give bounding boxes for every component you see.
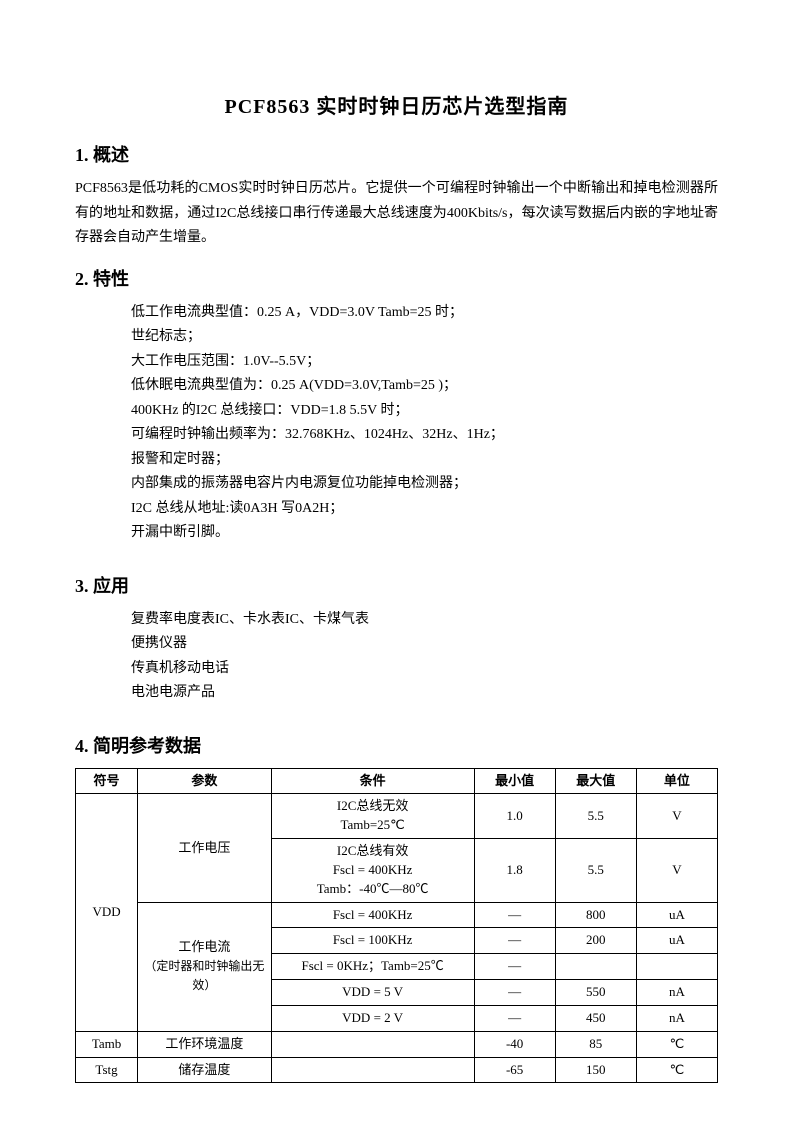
cell-symbol: Tstg: [76, 1057, 138, 1083]
features-list: 低工作电流典型值：0.25 A，VDD=3.0V Tamb=25 时；世纪标志；…: [75, 301, 718, 546]
cell-max: 550: [555, 980, 636, 1006]
list-item: 400KHz 的I2C 总线接口：VDD=1.8 5.5V 时；: [131, 399, 718, 424]
list-item: 低休眠电流典型值为：0.25 A(VDD=3.0V,Tamb=25 )；: [131, 374, 718, 399]
cell-condition: I2C总线有效Fscl = 400KHzTamb：-40℃—80℃: [271, 839, 474, 903]
cell-min: —: [474, 902, 555, 928]
cell-condition: Fscl = 0KHz；Tamb=25℃: [271, 954, 474, 980]
table-row: 工作电流（定时器和时钟输出无效）Fscl = 400KHz—800uA: [76, 902, 718, 928]
section-heading-features: 2. 特性: [75, 265, 718, 291]
list-item: 开漏中断引脚。: [131, 521, 718, 546]
cell-min: 1.0: [474, 794, 555, 839]
cell-min: —: [474, 1005, 555, 1031]
cell-max: [555, 954, 636, 980]
page-title: PCF8563 实时时钟日历芯片选型指南: [75, 90, 718, 119]
table-header-row: 符号 参数 条件 最小值 最大值 单位: [76, 768, 718, 794]
cell-condition: VDD = 5 V: [271, 980, 474, 1006]
table-row: Tamb工作环境温度 -4085℃: [76, 1031, 718, 1057]
col-param: 参数: [138, 768, 272, 794]
page: PCF8563 实时时钟日历芯片选型指南 1. 概述 PCF8563是低功耗的C…: [0, 0, 793, 1122]
cell-min: —: [474, 980, 555, 1006]
list-item: 便携仪器: [131, 632, 718, 657]
cell-param: 工作电流（定时器和时钟输出无效）: [138, 902, 272, 1031]
list-item: 世纪标志；: [131, 325, 718, 350]
cell-unit: V: [636, 839, 717, 903]
section-heading-applications: 3. 应用: [75, 572, 718, 598]
overview-paragraph: PCF8563是低功耗的CMOS实时时钟日历芯片。它提供一个可编程时钟输出一个中…: [75, 177, 718, 251]
cell-max: 150: [555, 1057, 636, 1083]
cell-max: 85: [555, 1031, 636, 1057]
cell-condition: Fscl = 400KHz: [271, 902, 474, 928]
list-item: 可编程时钟输出频率为：32.768KHz、1024Hz、32Hz、1Hz；: [131, 423, 718, 448]
cell-param: 储存温度: [138, 1057, 272, 1083]
cell-min: —: [474, 928, 555, 954]
section-heading-spec: 4. 简明参考数据: [75, 732, 718, 758]
cell-condition: [271, 1057, 474, 1083]
list-item: I2C 总线从地址:读0A3H 写0A2H；: [131, 497, 718, 522]
cell-unit: uA: [636, 928, 717, 954]
cell-symbol: VDD: [76, 794, 138, 1031]
cell-condition: I2C总线无效Tamb=25℃: [271, 794, 474, 839]
cell-param: 工作环境温度: [138, 1031, 272, 1057]
cell-condition: VDD = 2 V: [271, 1005, 474, 1031]
cell-unit: uA: [636, 902, 717, 928]
cell-unit: [636, 954, 717, 980]
cell-unit: V: [636, 794, 717, 839]
cell-condition: Fscl = 100KHz: [271, 928, 474, 954]
cell-max: 200: [555, 928, 636, 954]
cell-unit: ℃: [636, 1057, 717, 1083]
table-row: Tstg储存温度 -65150℃: [76, 1057, 718, 1083]
list-item: 大工作电压范围：1.0V--5.5V；: [131, 350, 718, 375]
cell-condition: [271, 1031, 474, 1057]
col-cond: 条件: [271, 768, 474, 794]
cell-unit: nA: [636, 980, 717, 1006]
col-symbol: 符号: [76, 768, 138, 794]
list-item: 低工作电流典型值：0.25 A，VDD=3.0V Tamb=25 时；: [131, 301, 718, 326]
list-item: 复费率电度表IC、卡水表IC、卡煤气表: [131, 608, 718, 633]
cell-max: 450: [555, 1005, 636, 1031]
cell-min: 1.8: [474, 839, 555, 903]
cell-min: —: [474, 954, 555, 980]
cell-min: -40: [474, 1031, 555, 1057]
col-max: 最大值: [555, 768, 636, 794]
cell-max: 5.5: [555, 794, 636, 839]
section-heading-overview: 1. 概述: [75, 141, 718, 167]
cell-param: 工作电压: [138, 794, 272, 902]
list-item: 报警和定时器；: [131, 448, 718, 473]
list-item: 内部集成的振荡器电容片内电源复位功能掉电检测器；: [131, 472, 718, 497]
cell-min: -65: [474, 1057, 555, 1083]
col-unit: 单位: [636, 768, 717, 794]
list-item: 传真机移动电话: [131, 657, 718, 682]
table-row: VDD工作电压I2C总线无效Tamb=25℃1.05.5V: [76, 794, 718, 839]
spec-table: 符号 参数 条件 最小值 最大值 单位 VDD工作电压I2C总线无效Tamb=2…: [75, 768, 718, 1084]
cell-max: 5.5: [555, 839, 636, 903]
col-min: 最小值: [474, 768, 555, 794]
cell-symbol: Tamb: [76, 1031, 138, 1057]
cell-unit: ℃: [636, 1031, 717, 1057]
list-item: 电池电源产品: [131, 681, 718, 706]
cell-max: 800: [555, 902, 636, 928]
cell-unit: nA: [636, 1005, 717, 1031]
applications-list: 复费率电度表IC、卡水表IC、卡煤气表便携仪器传真机移动电话电池电源产品: [75, 608, 718, 706]
